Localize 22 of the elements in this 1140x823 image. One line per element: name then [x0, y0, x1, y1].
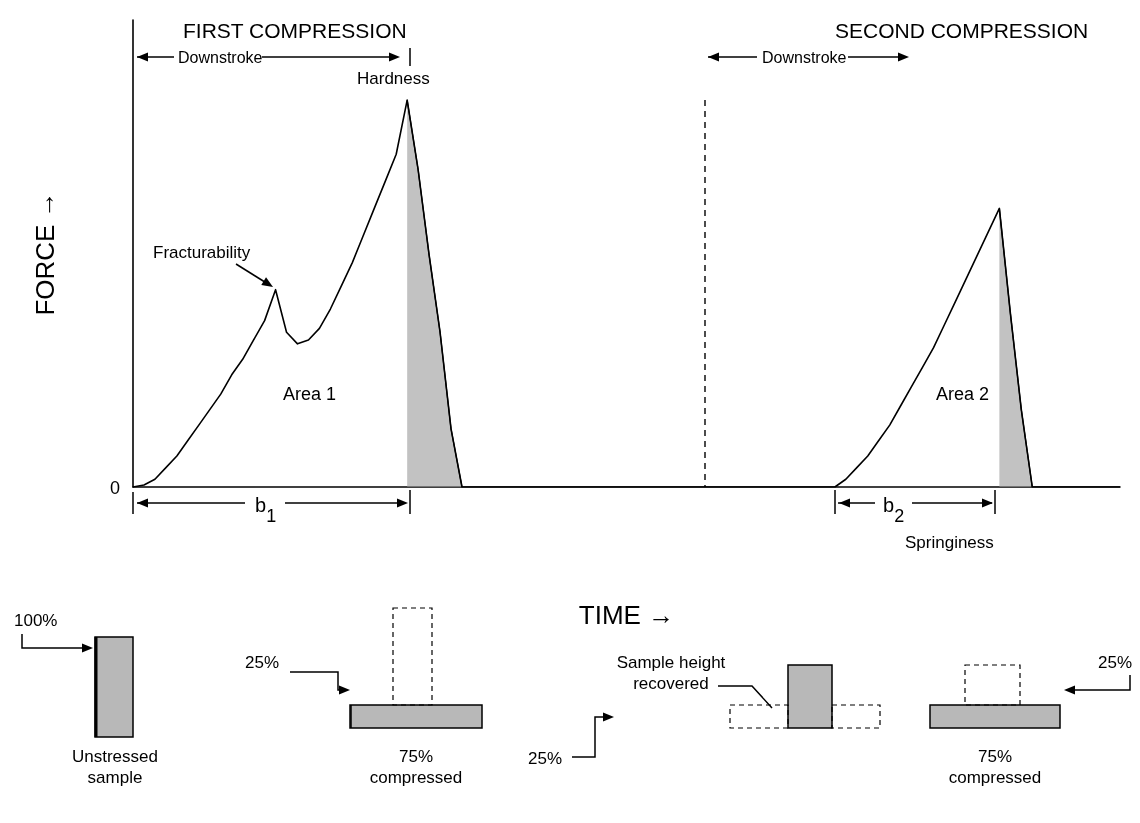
- text: Unstressed sample: [72, 747, 158, 788]
- text: 0: [109, 478, 120, 498]
- text: b$_{2}$: [883, 494, 905, 526]
- text: 25%: [245, 653, 280, 672]
- y-axis-title: FORCE →: [30, 191, 60, 316]
- text: Hardness: [357, 69, 430, 88]
- text: Springiness: [905, 533, 994, 552]
- text: b$_{1}$: [255, 494, 277, 526]
- text: 75% compressed: [948, 747, 1042, 788]
- text: FIRST COMPRESSION: [183, 19, 407, 42]
- text: Downstroke: [178, 49, 263, 66]
- text: 75% compressed: [369, 747, 463, 788]
- text: 25%: [528, 749, 563, 768]
- text: Downstroke: [762, 49, 847, 66]
- annotation: Area 1: [283, 384, 337, 404]
- text: 100%: [14, 611, 58, 630]
- text: 25%: [1098, 653, 1133, 672]
- x-axis-title: TIME →: [578, 600, 675, 630]
- annotation: Area 2: [936, 384, 990, 404]
- text: Sample height recovered: [616, 653, 726, 694]
- annotation: Fracturability: [153, 243, 251, 262]
- text: SECOND COMPRESSION: [835, 19, 1089, 42]
